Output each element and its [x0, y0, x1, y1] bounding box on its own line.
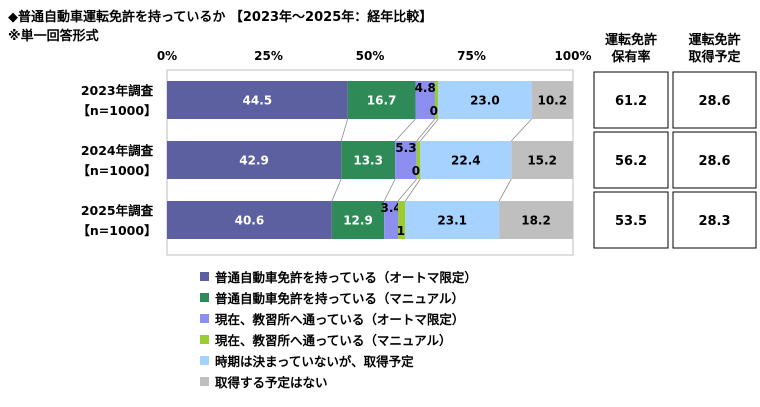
side-table-value: 28.6 — [698, 94, 730, 109]
data-label: 5.3 — [395, 141, 416, 155]
bar-segment — [167, 81, 348, 119]
side-table-value: 28.6 — [698, 154, 730, 169]
data-label: 23.1 — [437, 214, 467, 228]
legend-swatch — [200, 356, 209, 365]
side-table-header: 運転免許 — [605, 32, 657, 48]
bar-segment — [398, 201, 406, 239]
legend-item: 取得する予定はない — [200, 371, 477, 392]
x-tick-label: 25% — [254, 49, 283, 63]
bar-segment — [167, 141, 342, 179]
x-tick-label: 75% — [457, 49, 486, 63]
side-table-header: 運転免許 — [688, 32, 740, 48]
bar-segment — [405, 201, 500, 239]
bar-segment — [499, 201, 573, 239]
data-label: 44.5 — [243, 94, 273, 108]
legend-label: 現在、教習所へ通っている（オートマ限定） — [215, 312, 465, 327]
x-tick-label: 100% — [554, 49, 591, 63]
series-connector-line — [397, 178, 417, 202]
category-sample-size: 【n=1000】 — [77, 103, 156, 118]
category-label: 2024年調査 — [81, 143, 154, 158]
side-table-header-sub: 取得予定 — [688, 49, 740, 65]
series-connector-line — [340, 118, 349, 142]
bar-segment — [420, 141, 512, 179]
side-table-header-sub: 保有率 — [610, 49, 650, 65]
legend-label: 取得する予定はない — [215, 375, 328, 390]
data-label: 40.6 — [235, 214, 265, 228]
data-label: 22.4 — [451, 154, 481, 168]
legend-swatch — [200, 314, 209, 323]
chart-legend: 普通自動車免許を持っている（オートマ限定） 普通自動車免許を持っている（マニュアル… — [200, 266, 477, 392]
legend-swatch — [200, 377, 209, 386]
data-label: 12.9 — [343, 214, 373, 228]
category-label: 2025年調査 — [81, 203, 154, 218]
x-tick-label: 0% — [157, 49, 177, 63]
data-label: 3.4 — [380, 201, 401, 215]
data-label: 42.9 — [239, 154, 269, 168]
bar-segment — [341, 141, 396, 179]
legend-item: 現在、教習所へ通っている（オートマ限定） — [200, 308, 477, 329]
legend-swatch — [200, 293, 209, 302]
side-table-cell — [593, 131, 669, 189]
legend-item: 普通自動車免許を持っている（オートマ限定） — [200, 266, 477, 287]
legend-label: 普通自動車免許を持っている（マニュアル） — [215, 291, 465, 306]
x-tick-label: 50% — [356, 49, 385, 63]
data-label: 13.3 — [353, 154, 383, 168]
data-label: 18.2 — [521, 214, 551, 228]
series-connector-line — [416, 118, 436, 142]
series-connector-line — [404, 178, 421, 202]
data-label: 15.2 — [527, 154, 557, 168]
data-label: 10.2 — [537, 94, 567, 108]
bar-segment — [416, 141, 421, 179]
side-table-value: 28.3 — [698, 214, 730, 229]
category-sample-size: 【n=1000】 — [77, 223, 156, 238]
series-connector-line — [498, 178, 512, 202]
category-label: 2023年調査 — [81, 83, 154, 98]
data-label: 16.7 — [367, 94, 397, 108]
legend-swatch — [200, 335, 209, 344]
legend-label: 普通自動車免許を持っている（オートマ限定） — [215, 270, 477, 285]
series-connector-line — [331, 178, 342, 202]
side-table-cell — [593, 191, 669, 249]
bar-segment — [415, 81, 435, 119]
category-sample-size: 【n=1000】 — [77, 163, 156, 178]
legend-item: 普通自動車免許を持っている（マニュアル） — [200, 287, 477, 308]
series-connector-line — [510, 118, 532, 142]
side-table-cell — [672, 131, 757, 189]
side-table-value: 61.2 — [615, 94, 647, 109]
data-label: 4.8 — [415, 81, 436, 95]
legend-item: 現在、教習所へ通っている（マニュアル） — [200, 329, 477, 350]
legend-item: 時期は決まっていないが、取得予定 — [200, 350, 477, 371]
side-table-value: 56.2 — [615, 154, 647, 169]
bar-segment — [167, 201, 332, 239]
data-label: 23.0 — [470, 94, 500, 108]
series-connector-line — [383, 178, 396, 202]
side-table-cell — [672, 191, 757, 249]
bar-segment — [531, 81, 573, 119]
side-table-value: 53.5 — [615, 214, 647, 229]
bar-segment — [434, 81, 439, 119]
series-connector-line — [394, 118, 416, 142]
legend-swatch — [200, 272, 209, 281]
bar-segment — [384, 201, 399, 239]
side-table-cell — [672, 71, 757, 129]
series-connector-line — [420, 118, 439, 142]
bar-segment — [395, 141, 417, 179]
side-table-cell — [593, 71, 669, 129]
chart-title: ◆普通自動車運転免許を持っているか 【2023年～2025年：経年比較】 — [8, 10, 433, 25]
stacked-bar-chart: 0% 25% 50% 75% 100% 2023年調査【n=1000】 44.5 16.7 4.… — [77, 32, 757, 256]
chart-subtitle: ※単一回答形式 — [8, 29, 99, 44]
bar-segment — [511, 141, 573, 179]
legend-label: 現在、教習所へ通っている（マニュアル） — [215, 333, 452, 348]
bar-segment — [347, 81, 416, 119]
legend-label: 時期は決まっていないが、取得予定 — [215, 354, 414, 369]
bar-segment — [331, 201, 385, 239]
bar-segment — [438, 81, 532, 119]
